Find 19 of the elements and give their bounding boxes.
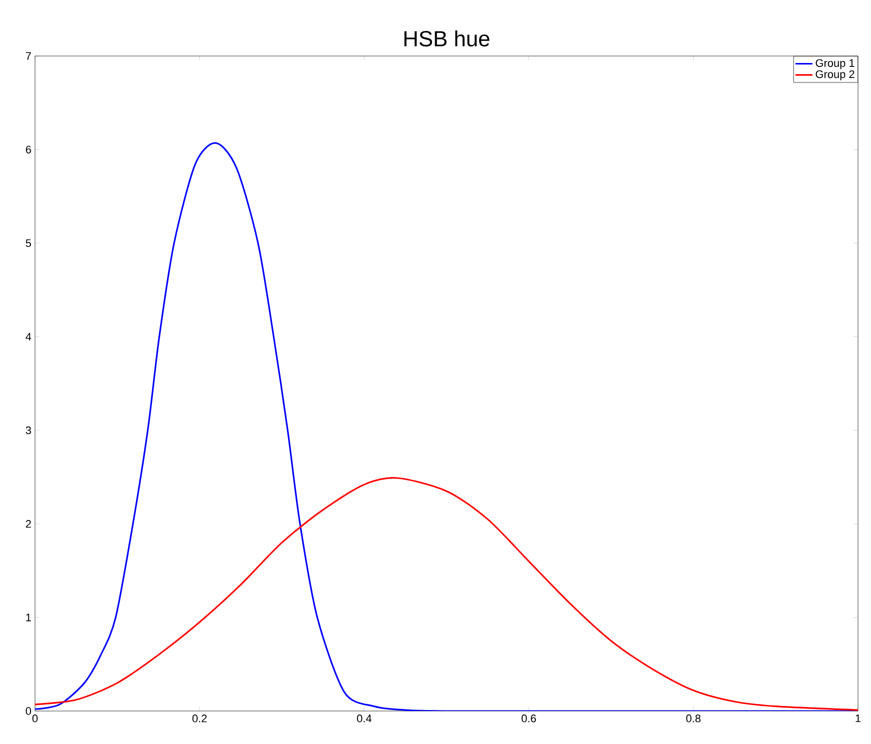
y-tick-label: 6	[26, 146, 31, 154]
y-tick-label: 1	[26, 614, 31, 622]
y-tick-label: 0	[26, 707, 32, 715]
legend-label: Group 1	[816, 59, 854, 70]
y-tick-label: 7	[26, 52, 31, 60]
y-tick-label: 5	[26, 239, 32, 247]
x-tick-label: 0.8	[686, 714, 701, 722]
chart-title: HSB hue	[404, 30, 490, 47]
x-tick-label: 1	[856, 714, 861, 722]
line-series	[35, 142, 858, 711]
x-tick-label: 0.2	[192, 714, 207, 722]
x-tick-label: 0	[32, 714, 38, 722]
y-tick-label: 3	[26, 426, 31, 434]
line-series	[35, 477, 858, 711]
x-tick-label: 0.6	[522, 714, 536, 722]
legend-label: Group 2	[816, 70, 854, 80]
x-tick-label: 0.4	[357, 714, 372, 722]
y-tick-label: 2	[26, 520, 31, 528]
y-tick-label: 4	[26, 332, 32, 340]
